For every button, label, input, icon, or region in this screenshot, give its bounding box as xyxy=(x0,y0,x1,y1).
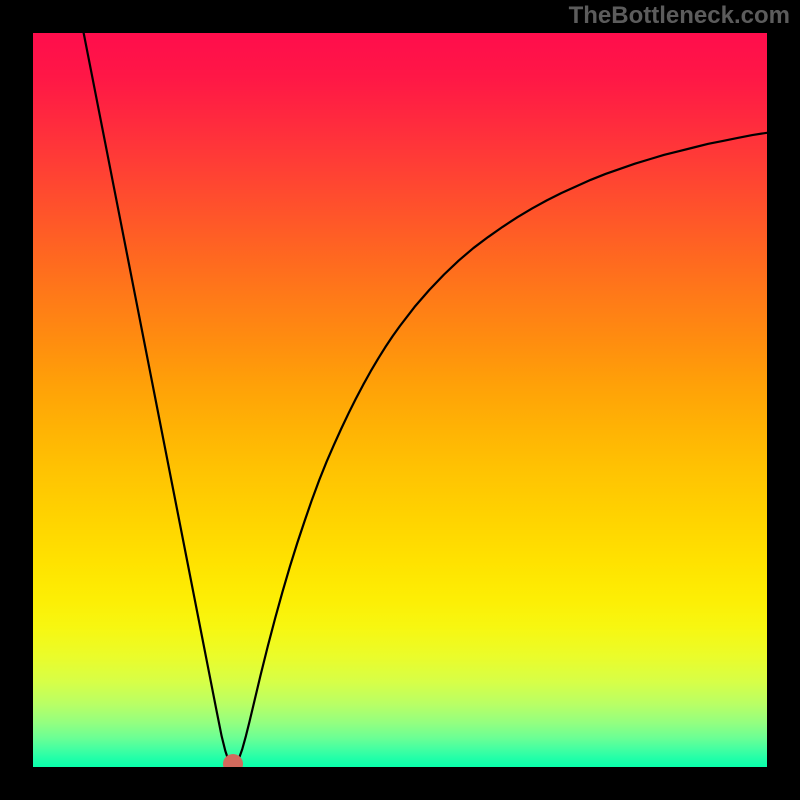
chart-frame: TheBottleneck.com xyxy=(0,0,800,800)
plot-area xyxy=(33,33,767,767)
bottleneck-curve xyxy=(33,33,767,767)
attribution-label: TheBottleneck.com xyxy=(569,2,790,30)
optimal-point-marker xyxy=(223,754,243,767)
